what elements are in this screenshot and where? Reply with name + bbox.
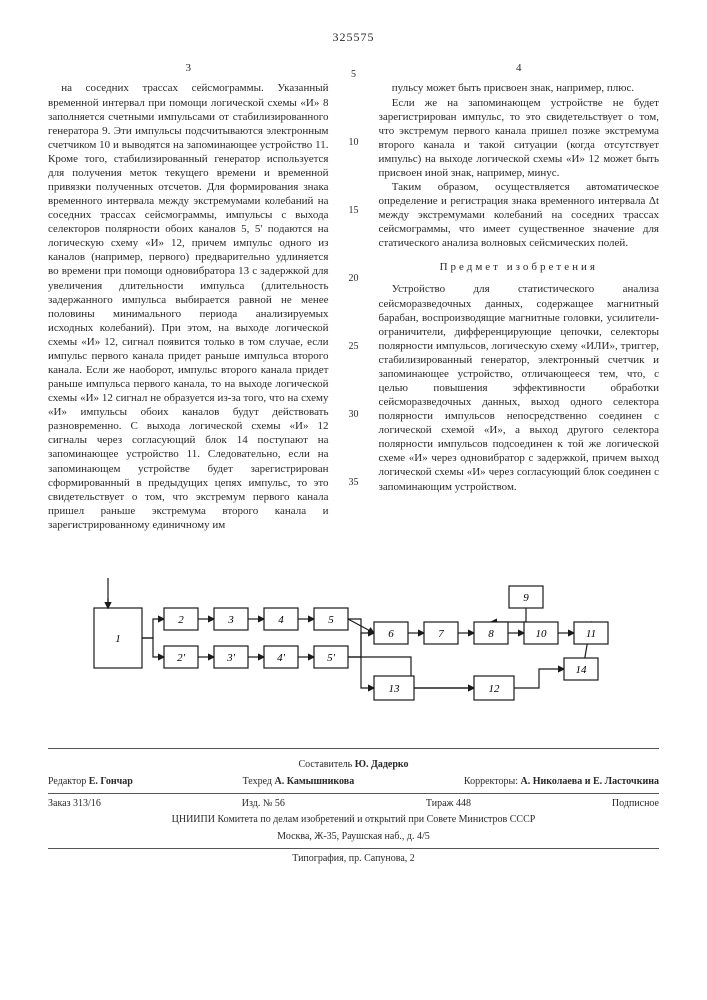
svg-text:8: 8 xyxy=(488,628,494,640)
left-column: 3 на соседних трассах сейсмограммы. Указ… xyxy=(48,61,329,532)
address-line: Москва, Ж-35, Раушская наб., д. 4/5 xyxy=(48,831,659,844)
footer: Составитель Ю. Дадерко Редактор Е. Гонча… xyxy=(48,748,659,866)
composer-name: Ю. Дадерко xyxy=(355,759,409,770)
line-number-gutter: 5 10 15 20 25 30 35 xyxy=(347,61,361,532)
document-number: 325575 xyxy=(48,30,659,45)
block-diagram: 123452'3'4'5'67891011121314 xyxy=(74,558,634,718)
composer-label: Составитель xyxy=(298,759,352,770)
svg-text:1: 1 xyxy=(115,633,121,645)
svg-text:4': 4' xyxy=(277,652,286,664)
line-num: 25 xyxy=(349,341,359,354)
svg-text:3': 3' xyxy=(226,652,236,664)
line-num: 20 xyxy=(349,273,359,286)
svg-text:9: 9 xyxy=(523,592,529,604)
right-body-p3: Таким образом, осуществляется автоматиче… xyxy=(379,180,660,250)
corrector-names: А. Николаева и Е. Ласточкина xyxy=(521,776,659,787)
left-body-text: на соседних трассах сейсмограммы. Указан… xyxy=(48,81,329,532)
page-number-left: 3 xyxy=(48,61,329,75)
svg-text:7: 7 xyxy=(438,628,444,640)
svg-text:5': 5' xyxy=(327,652,336,664)
right-column: 4 пульсу может быть присвоен знак, напри… xyxy=(379,61,660,532)
right-body-p2: Если же на запоминающем устройстве не бу… xyxy=(379,96,660,180)
tirazh: Тираж 448 xyxy=(426,798,471,811)
line-num: 30 xyxy=(349,409,359,422)
line-num: 10 xyxy=(349,137,359,150)
svg-text:2': 2' xyxy=(177,652,186,664)
subject-title: Предмет изобретения xyxy=(379,260,660,274)
svg-text:3: 3 xyxy=(227,614,234,626)
svg-text:14: 14 xyxy=(575,664,587,676)
svg-text:6: 6 xyxy=(388,628,394,640)
typography-line: Типография, пр. Сапунова, 2 xyxy=(48,853,659,866)
text-columns: 3 на соседних трассах сейсмограммы. Указ… xyxy=(48,61,659,532)
svg-text:10: 10 xyxy=(535,628,547,640)
svg-text:4: 4 xyxy=(278,614,284,626)
editor-label: Редактор xyxy=(48,776,86,787)
editor-name: Е. Гончар xyxy=(89,776,133,787)
svg-text:13: 13 xyxy=(388,683,400,695)
svg-text:2: 2 xyxy=(178,614,184,626)
techred-name: А. Камышникова xyxy=(275,776,355,787)
right-body-p1: пульсу может быть присвоен знак, наприме… xyxy=(379,81,660,95)
line-num: 35 xyxy=(349,477,359,490)
org-line: ЦНИИПИ Комитета по делам изобретений и о… xyxy=(48,814,659,827)
diagram-svg: 123452'3'4'5'67891011121314 xyxy=(74,558,634,718)
signed: Подписное xyxy=(612,798,659,811)
svg-text:12: 12 xyxy=(488,683,500,695)
svg-text:5: 5 xyxy=(328,614,334,626)
order-number: Заказ 313/16 xyxy=(48,798,101,811)
line-num: 15 xyxy=(349,205,359,218)
right-body-p4: Устройство для статистического анализа с… xyxy=(379,282,660,493)
techred-label: Техред xyxy=(243,776,272,787)
line-num: 5 xyxy=(351,69,356,82)
izd-number: Изд. № 56 xyxy=(242,798,285,811)
svg-text:11: 11 xyxy=(585,628,595,640)
page-number-right: 4 xyxy=(379,61,660,75)
corrector-label: Корректоры: xyxy=(464,776,518,787)
